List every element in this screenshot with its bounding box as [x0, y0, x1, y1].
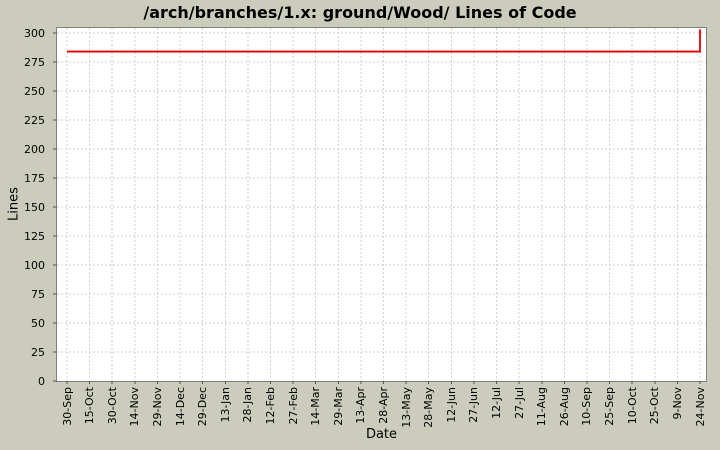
y-tick-label: 175	[24, 171, 45, 185]
y-tick-label: 125	[24, 229, 45, 243]
chart-title: /arch/branches/1.x: ground/Wood/ Lines o…	[143, 3, 577, 22]
x-axis-label: Date	[365, 427, 398, 442]
y-tick-label: 250	[24, 84, 45, 98]
y-tick-label: 300	[24, 26, 45, 40]
y-axis-ticks: 0 25 50 75 100 125 150 175 200 225 250 275 300	[0, 26, 57, 388]
plot-canvas	[53, 28, 706, 384]
y-tick-label: 75	[31, 287, 45, 301]
y-tick-label: 275	[24, 55, 45, 69]
y-tick-label: 100	[24, 258, 45, 272]
y-tick-label: 200	[24, 142, 45, 156]
y-tick-label: 50	[31, 316, 45, 330]
series-line	[67, 29, 701, 53]
plot-area	[53, 27, 707, 384]
y-tick-label: 0	[38, 374, 45, 388]
y-tick-label: 25	[31, 345, 45, 359]
y-tick-label: 225	[24, 113, 45, 127]
y-tick-label: 150	[24, 200, 45, 214]
